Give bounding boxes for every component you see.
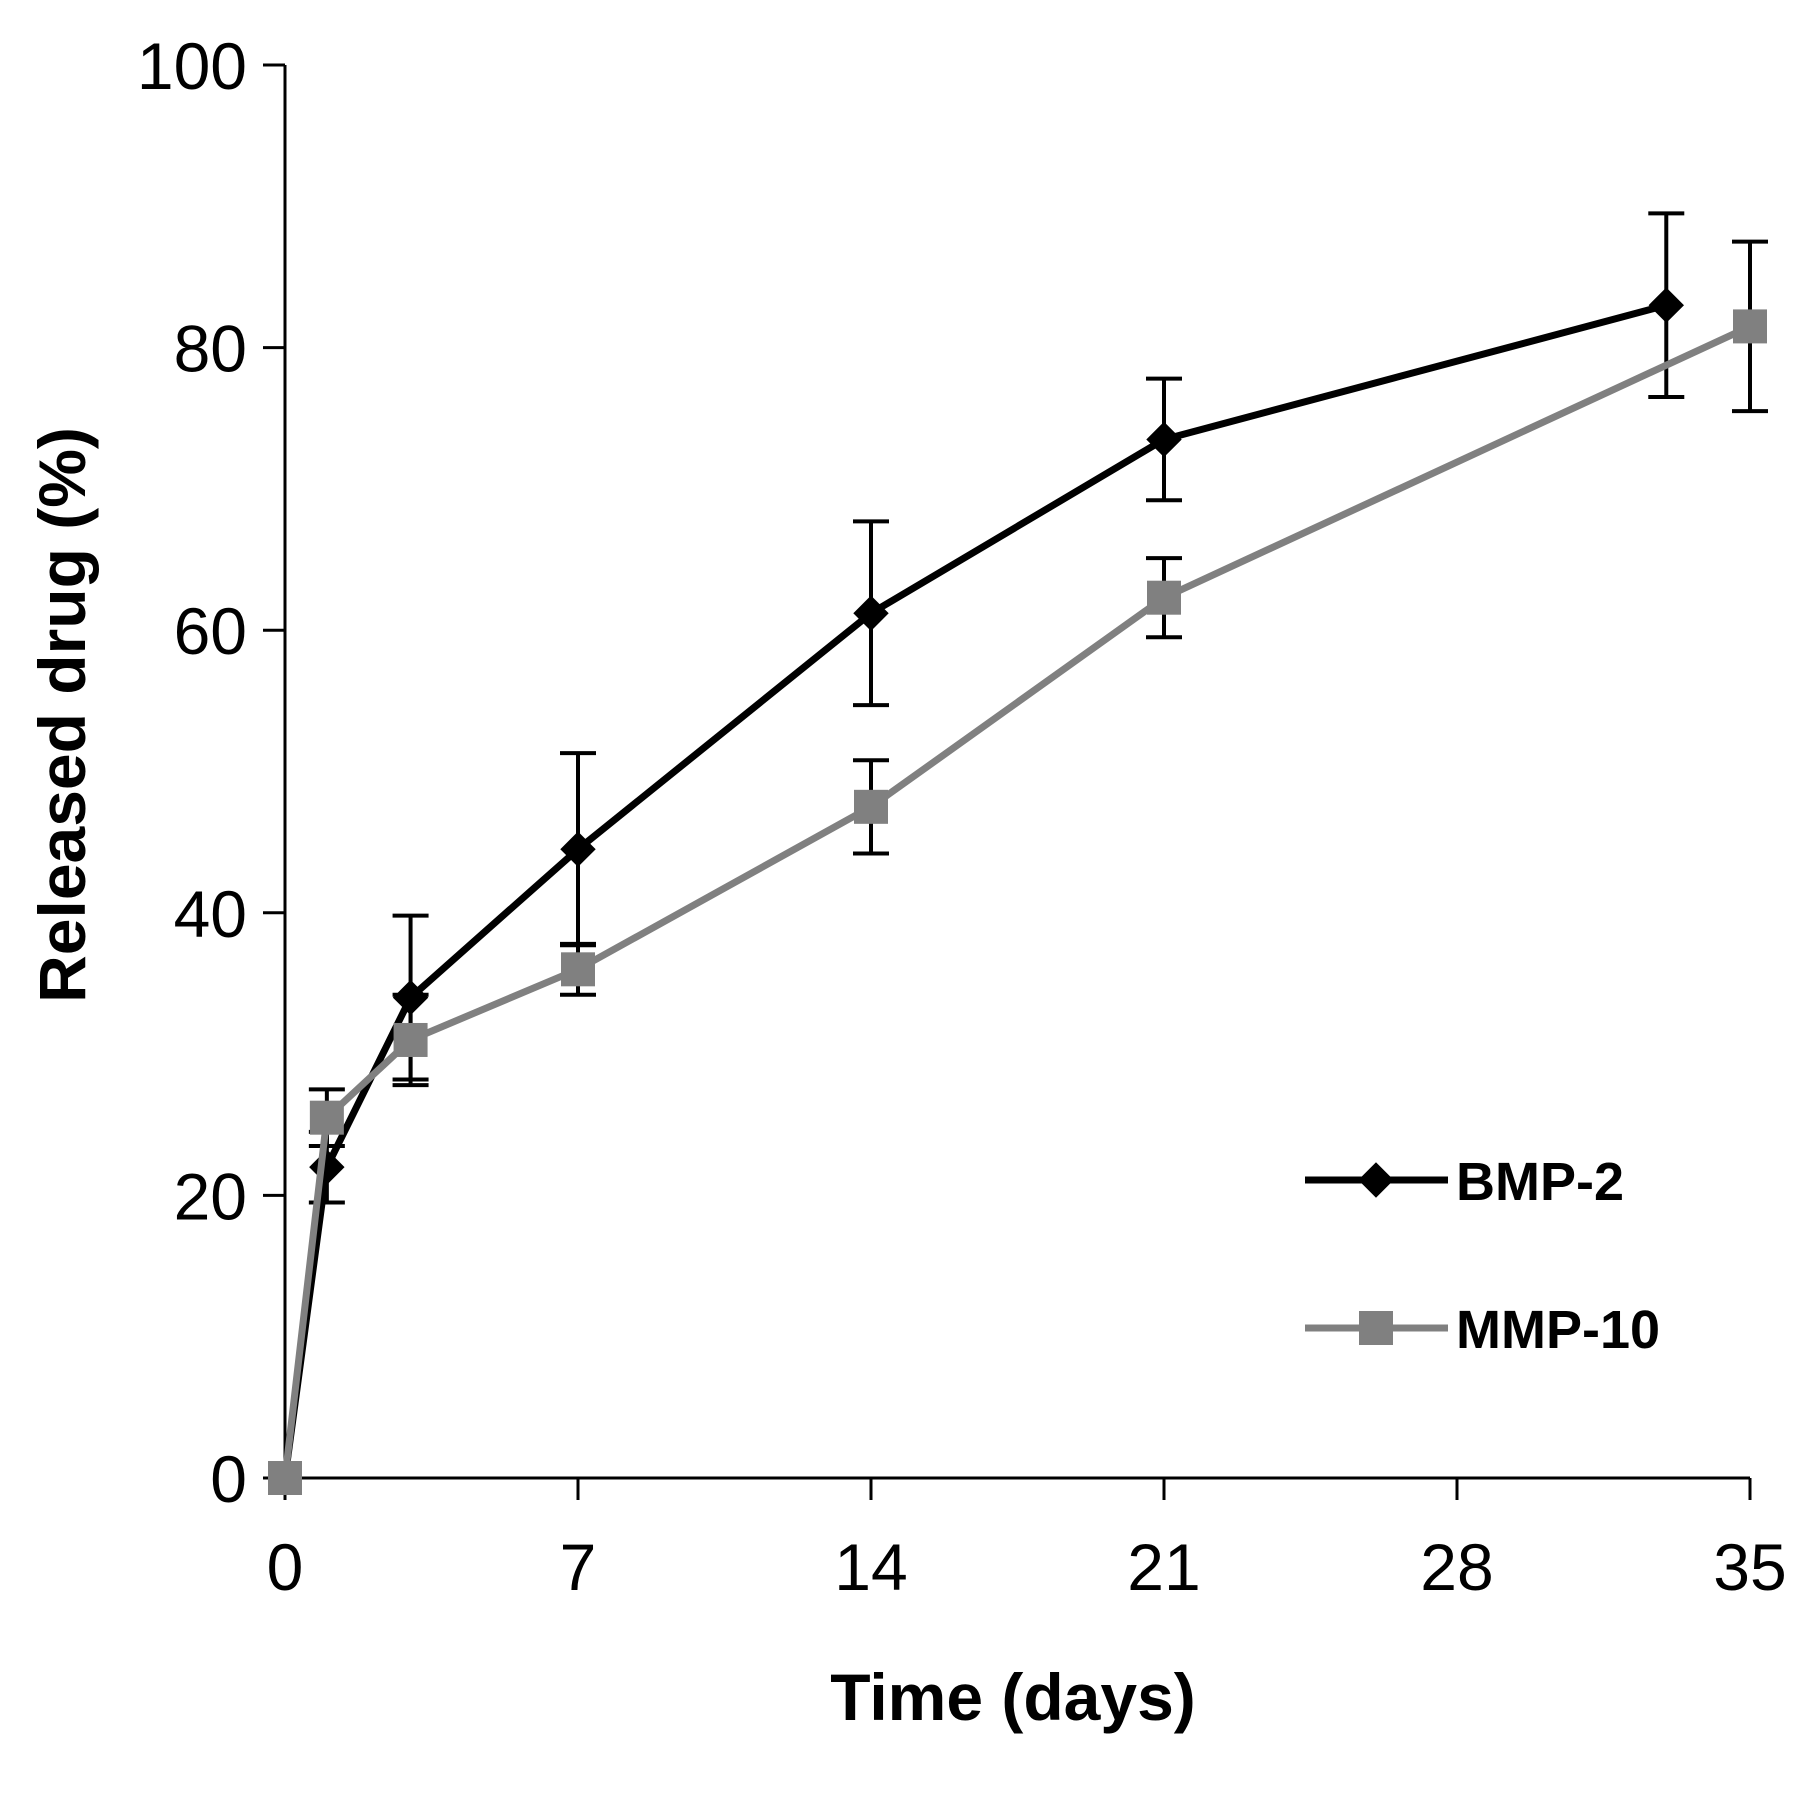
- y-axis-title: Released drug (%): [25, 427, 99, 1003]
- data-point-bmp-2: [560, 831, 596, 867]
- x-tick-label: 7: [560, 1530, 597, 1604]
- axes: [263, 63, 1752, 1500]
- y-tick-label: 40: [174, 877, 247, 951]
- data-point-mmp-10: [1147, 580, 1181, 615]
- data-point-mmp-10: [561, 952, 595, 987]
- y-tick-label: 20: [174, 1159, 247, 1233]
- legend-item-bmp-2: BMP-2: [1305, 1152, 1624, 1212]
- data-point-mmp-10: [268, 1461, 302, 1495]
- data-point-bmp-2: [309, 1149, 345, 1185]
- legend-item-mmp-10: MMP-10: [1305, 1300, 1660, 1360]
- data-point-bmp-2: [853, 595, 889, 631]
- legend: BMP-2 MMP-10: [1305, 1152, 1660, 1360]
- y-tick-label: 60: [174, 594, 247, 668]
- x-tick-label: 21: [1127, 1530, 1200, 1604]
- y-tick-label: 80: [174, 312, 247, 386]
- y-tick-label: 0: [210, 1442, 247, 1516]
- data-point-mmp-10: [854, 789, 888, 824]
- x-tick-label: 35: [1713, 1530, 1786, 1604]
- y-tick-label: 100: [137, 29, 247, 103]
- data-point-mmp-10: [309, 1100, 344, 1135]
- x-tick-label: 28: [1420, 1530, 1493, 1604]
- x-tick-label: 14: [834, 1530, 907, 1604]
- legend-marker: [1358, 1162, 1394, 1198]
- data-point-bmp-2: [1648, 287, 1684, 323]
- tick-labels: 0 20 40 60 80 100 0 7 14 21 28 35: [137, 29, 1787, 1604]
- series-mmp-10: [268, 239, 1768, 1495]
- data-point-mmp-10: [393, 1022, 428, 1057]
- legend-marker: [1359, 1311, 1393, 1345]
- x-axis-title: Time (days): [830, 1660, 1196, 1734]
- legend-label-bmp-2: BMP-2: [1456, 1152, 1624, 1212]
- series-group: [267, 211, 1768, 1496]
- data-point-mmp-10: [1733, 309, 1767, 344]
- legend-label-mmp-10: MMP-10: [1456, 1300, 1660, 1360]
- data-point-bmp-2: [1146, 421, 1182, 458]
- x-tick-label: 0: [267, 1530, 304, 1604]
